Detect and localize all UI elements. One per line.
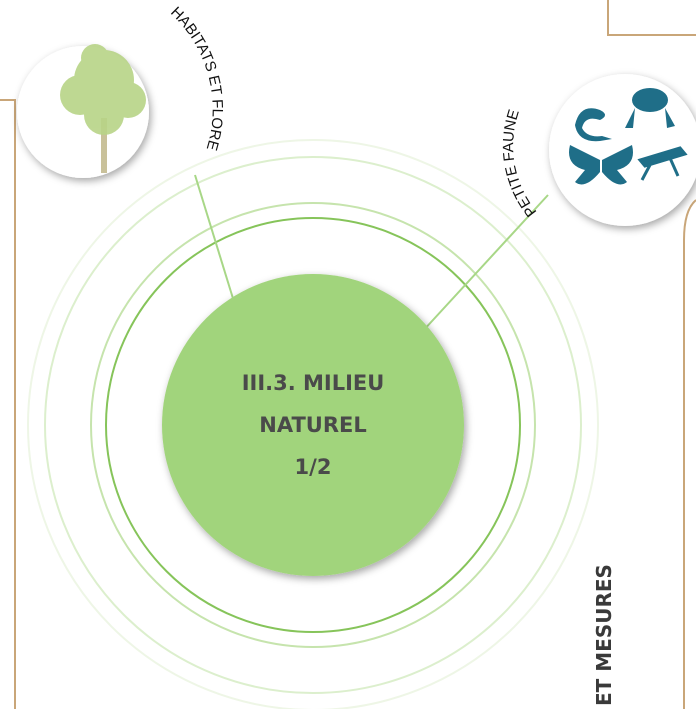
node-label: HABITATS ET FLORE — [167, 4, 226, 153]
page: III.3. MILIEU NATUREL 1/2 HABITATS ET FL… — [0, 0, 696, 709]
node-label-path: PETITE FAUNE — [500, 108, 540, 220]
node-label: PETITE FAUNE — [500, 108, 540, 220]
side-label: ET MESURES — [592, 564, 616, 706]
center-text: NATUREL — [259, 413, 366, 437]
diagram: III.3. MILIEU NATUREL 1/2 HABITATS ET FL… — [0, 0, 696, 709]
tree-node — [17, 44, 149, 178]
node-label-path: HABITATS ET FLORE — [167, 4, 226, 153]
center-text: 1/2 — [295, 455, 332, 479]
center-text: III.3. MILIEU — [242, 371, 385, 395]
fauna-node — [549, 74, 696, 226]
